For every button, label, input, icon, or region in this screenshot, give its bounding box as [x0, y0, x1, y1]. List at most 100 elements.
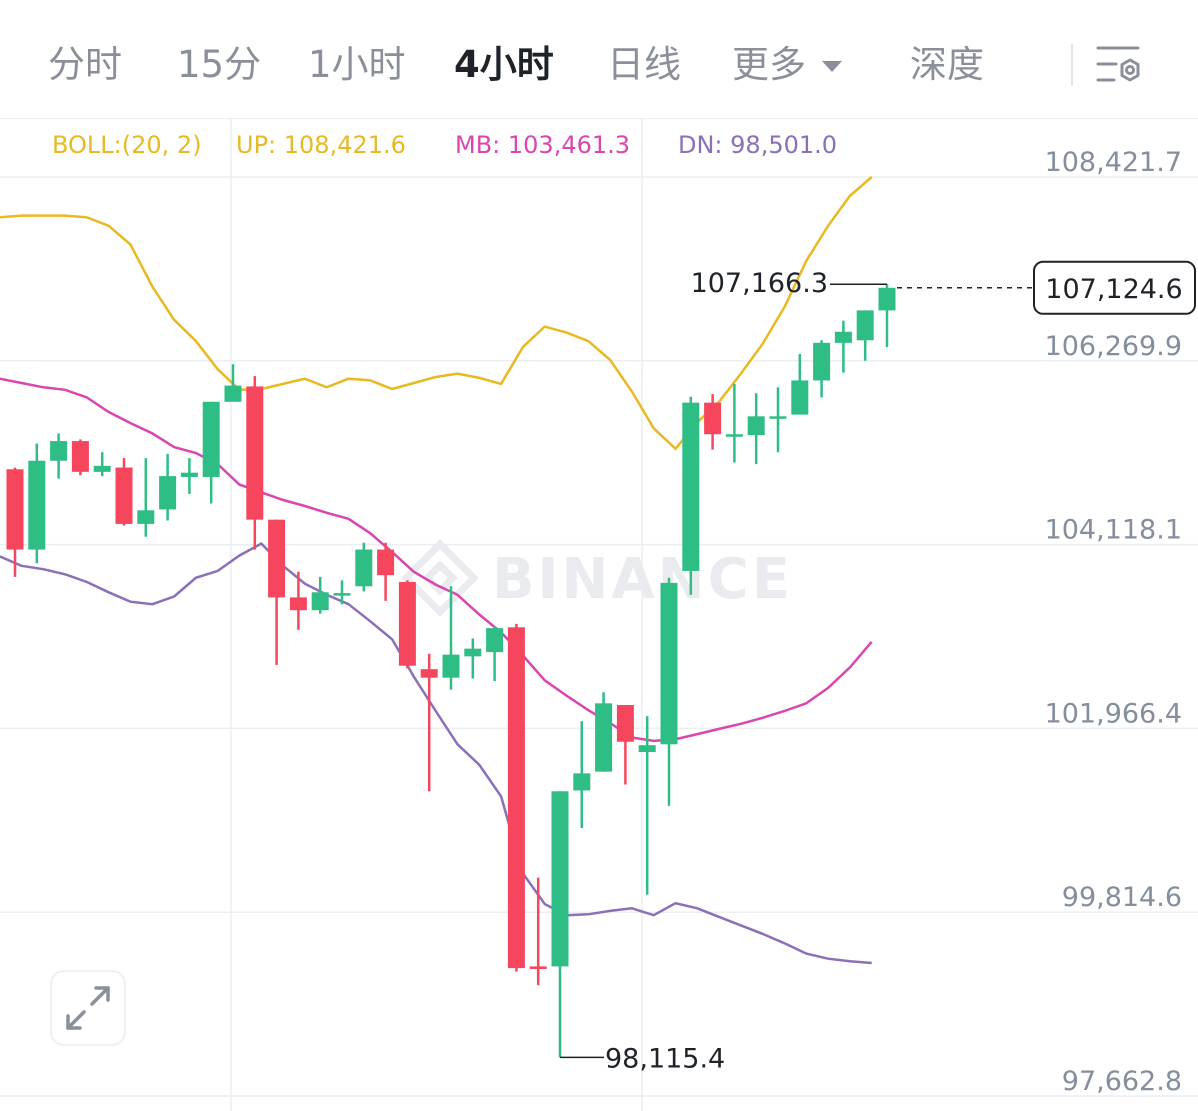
candle	[333, 580, 351, 605]
candle-body	[747, 416, 765, 436]
candle-body	[856, 310, 874, 341]
tab-1h[interactable]: 1小时	[308, 43, 406, 86]
candle-body	[71, 441, 89, 472]
candle-body	[507, 627, 525, 969]
candle	[377, 542, 395, 601]
candle	[529, 877, 547, 986]
tab-4h[interactable]: 4小时	[454, 43, 554, 86]
candle-body	[704, 402, 722, 435]
candle-body	[333, 593, 351, 596]
candle	[115, 458, 133, 526]
candle	[704, 394, 722, 450]
current-price-box	[1033, 260, 1196, 315]
candle-body	[159, 476, 177, 510]
candle	[856, 310, 874, 361]
tab-15m[interactable]: 15分	[177, 43, 262, 86]
candle-body	[791, 380, 809, 415]
candle-body	[464, 648, 482, 657]
candle	[682, 396, 700, 595]
candle-body	[769, 416, 787, 419]
candle-body	[50, 441, 68, 461]
candle-body	[813, 342, 831, 381]
candle	[442, 586, 460, 690]
y-tick-label: 106,269.9	[1045, 331, 1182, 362]
candle	[420, 653, 438, 792]
candle-body	[486, 628, 504, 653]
candle	[246, 376, 264, 550]
tab-daily[interactable]: 日线	[607, 43, 681, 86]
expand-icon	[66, 986, 110, 1030]
candle-body	[616, 705, 634, 742]
candle-body	[725, 434, 743, 437]
current-price-label: 107,124.6	[1045, 274, 1182, 305]
boll-dn-label: DN: 98,501.0	[678, 131, 837, 159]
candle	[878, 284, 896, 348]
candle	[616, 705, 634, 785]
chart-labels: BOLL:(20, 2) UP: 108,421.6 MB: 103,461.3…	[52, 131, 1196, 1074]
candle	[71, 439, 89, 476]
candle-body	[224, 385, 242, 402]
candle	[93, 452, 111, 477]
caret-down-icon	[822, 61, 842, 72]
candle-body	[28, 460, 46, 550]
high-price-label: 107,166.3	[691, 268, 828, 299]
candle	[595, 692, 613, 772]
boll-mb-label: MB: 103,461.3	[455, 131, 630, 159]
tab-depth[interactable]: 深度	[910, 43, 984, 86]
price-chart[interactable]: 108,421.7 106,269.9 104,118.1 101,966.4 99,8…	[0, 119, 1198, 1111]
boll-params-label: BOLL:(20, 2)	[52, 131, 202, 159]
candle-body	[551, 791, 569, 967]
candle	[202, 401, 220, 504]
candle	[50, 433, 68, 479]
candle-body	[660, 582, 678, 745]
timeframe-tab-bar: 分时 15分 1小时 4小时 日线 更多 深度	[0, 0, 1198, 119]
candle	[638, 716, 656, 895]
candle-body	[289, 597, 307, 611]
candle-body	[377, 549, 395, 576]
candle-body	[137, 510, 155, 524]
candle-body	[595, 703, 613, 772]
candle	[224, 364, 242, 402]
boll-up-label: UP: 108,421.6	[236, 131, 406, 159]
y-tick-label: 99,814.6	[1062, 882, 1182, 913]
chart-grid: 108,421.7 106,269.9 104,118.1 101,966.4 99,8…	[0, 119, 1198, 1111]
boll-middle-line	[0, 377, 873, 743]
candle-body	[311, 592, 329, 611]
candle	[464, 638, 482, 679]
candle	[289, 571, 307, 630]
candle-body	[638, 745, 656, 753]
candle	[551, 791, 569, 1058]
candle-body	[442, 654, 460, 678]
candle	[311, 576, 329, 614]
chart-settings-icon[interactable]	[1094, 42, 1144, 88]
candle	[791, 353, 809, 415]
candle-body	[246, 386, 264, 520]
candle	[660, 577, 678, 806]
candle-body	[682, 402, 700, 571]
candle-body	[529, 966, 547, 969]
candle	[6, 467, 24, 577]
candle	[507, 623, 525, 972]
y-tick-label: 101,966.4	[1045, 698, 1182, 729]
candle-body	[115, 467, 133, 524]
candle	[834, 320, 852, 373]
expand-button[interactable]	[50, 970, 126, 1046]
candle-body	[834, 331, 852, 343]
candle	[398, 580, 416, 669]
tab-more-label: 更多	[732, 43, 806, 86]
bollinger-bands	[0, 176, 873, 965]
tab-realtime[interactable]: 分时	[48, 43, 122, 86]
candle-body	[180, 472, 198, 477]
y-tick-label: 104,118.1	[1045, 515, 1182, 546]
tab-more[interactable]: 更多	[732, 40, 842, 90]
candle	[180, 458, 198, 495]
tab-divider	[1071, 44, 1073, 86]
candle	[28, 443, 46, 564]
boll-lower-line	[0, 542, 872, 965]
candle	[725, 383, 743, 463]
candle	[813, 340, 831, 398]
candle	[769, 387, 787, 453]
candle-body	[420, 669, 438, 678]
candle-body	[202, 401, 220, 477]
candle	[747, 393, 765, 465]
